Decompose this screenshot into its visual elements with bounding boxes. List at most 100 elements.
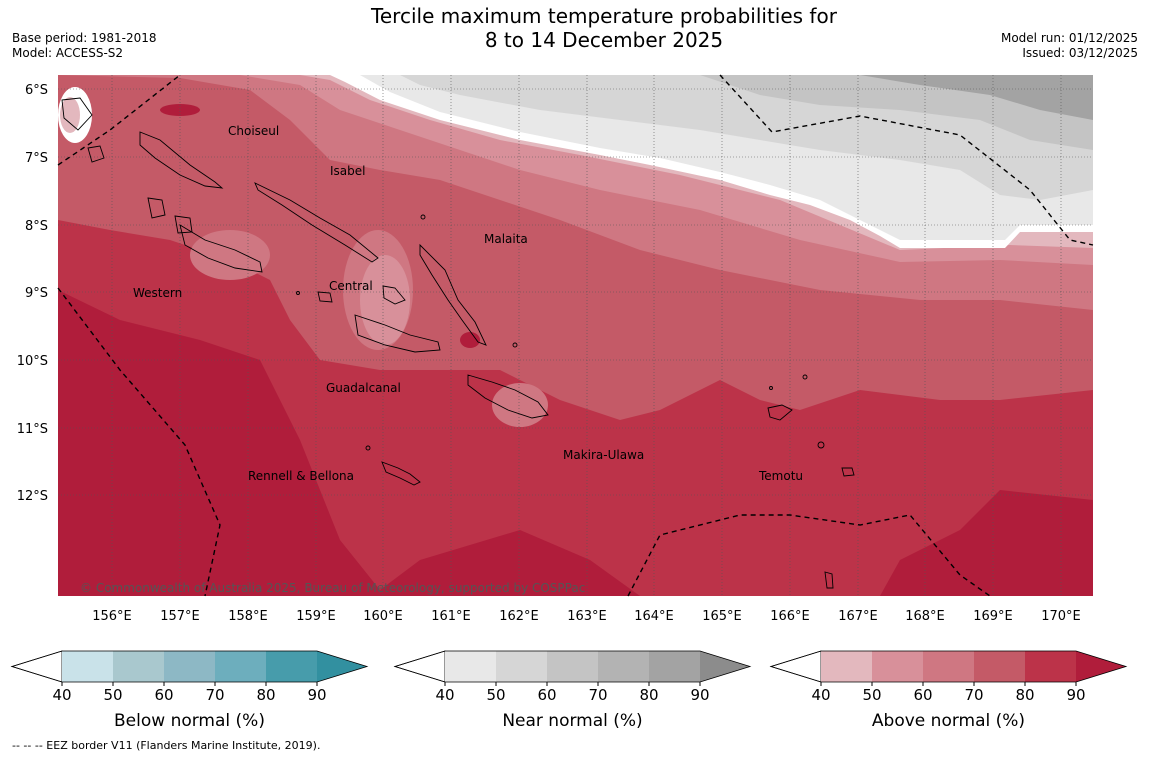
lat-tick-label: 7°S xyxy=(25,151,48,166)
colorbar-tick-label: 50 xyxy=(486,686,505,704)
lon-tick-label: 159°E xyxy=(296,609,336,624)
probability-field xyxy=(58,75,1093,596)
colorbar-tick-label: 90 xyxy=(690,686,709,704)
island-savo xyxy=(296,291,300,295)
island-new-georgia xyxy=(179,224,263,273)
lon-tick-label: 167°E xyxy=(838,609,878,624)
footnote-eez: -- -- -- EEZ border V11 (Flanders Marine… xyxy=(12,739,321,752)
title-line-1: Tercile maximum temperature probabilitie… xyxy=(371,4,837,28)
colorbar-tick-label: 70 xyxy=(205,686,224,704)
eez-border-south xyxy=(627,514,991,597)
island-russell xyxy=(317,291,333,303)
island-malaita xyxy=(419,243,487,346)
colorbar-below-normal: 40 50 60 70 80 90 Below normal (%) xyxy=(10,650,369,731)
lat-tick-label: 9°S xyxy=(25,286,48,301)
colorbar-tick-label: 60 xyxy=(154,686,173,704)
field-makira-70 xyxy=(492,383,548,427)
field-malaita-max xyxy=(460,332,480,348)
field-north-max xyxy=(160,104,200,116)
colorbar-segment xyxy=(1025,651,1076,682)
lon-tick-label: 160°E xyxy=(363,609,403,624)
island-rennell xyxy=(381,461,421,486)
lon-tick-label: 161°E xyxy=(431,609,471,624)
meta-right: Model run: 01/12/2025 Issued: 03/12/2025 xyxy=(1001,31,1138,61)
eez-border-west xyxy=(57,74,181,166)
colorbar-tick-label: 60 xyxy=(537,686,556,704)
island-guadalcanal xyxy=(354,314,441,353)
colorbar-tick-label: 70 xyxy=(964,686,983,704)
island-makira xyxy=(467,374,549,419)
lon-tick-label: 163°E xyxy=(567,609,607,624)
lat-tick-label: 12°S xyxy=(17,489,48,504)
field-central-60 xyxy=(360,255,410,345)
lat-tick-label: 6°S xyxy=(25,83,48,98)
region-label-temotu: Temotu xyxy=(758,469,803,483)
lon-tick-label: 165°E xyxy=(702,609,742,624)
colorbar-above-normal: 40 50 60 70 80 90 Above normal (%) xyxy=(769,650,1128,731)
field-western-70 xyxy=(190,230,270,280)
lon-tick-label: 157°E xyxy=(160,609,200,624)
colorbar-tick-label: 50 xyxy=(103,686,122,704)
eez-borders xyxy=(57,74,1094,597)
colorbar-tick-label: 70 xyxy=(588,686,607,704)
island-tikopia xyxy=(824,571,834,589)
colorbar-label: Above normal (%) xyxy=(872,711,1025,731)
colorbar-segment xyxy=(872,651,923,682)
island-duff xyxy=(802,374,808,380)
colorbar-segment xyxy=(445,651,496,682)
colorbar-extend-low xyxy=(10,650,63,683)
island-choiseul xyxy=(139,131,224,189)
longitude-axis: 156°E 157°E 158°E 159°E 160°E 161°E 162°… xyxy=(92,609,1081,624)
region-label-choiseul: Choiseul xyxy=(228,124,279,138)
island-kolombangara xyxy=(147,197,166,219)
colorbar-extend-high xyxy=(317,651,367,682)
island-santa-cruz xyxy=(767,404,793,421)
meta-left: Base period: 1981-2018 Model: ACCESS-S2 xyxy=(12,31,157,61)
colorbar-segment xyxy=(62,651,113,682)
colorbar-segment xyxy=(821,651,872,682)
lon-tick-label: 168°E xyxy=(905,609,945,624)
lon-tick-label: 170°E xyxy=(1041,609,1081,624)
island-shortland xyxy=(87,145,105,163)
model-run: Model run: 01/12/2025 xyxy=(1000,31,1138,45)
eez-border-southwest xyxy=(57,287,221,597)
colorbar-segment xyxy=(974,651,1025,682)
lat-tick-label: 11°S xyxy=(17,422,48,437)
colorbar-label: Below normal (%) xyxy=(114,711,265,731)
region-label-guadalcanal: Guadalcanal xyxy=(326,381,401,395)
colorbar-segment xyxy=(649,651,700,682)
region-label-makira-ulawa: Makira-Ulawa xyxy=(563,448,644,462)
colorbar-tick-label: 80 xyxy=(639,686,658,704)
colorbar-tick-label: 60 xyxy=(913,686,932,704)
island-vella xyxy=(174,215,193,234)
region-label-central: Central xyxy=(329,279,373,293)
island-nggela xyxy=(382,285,406,305)
colorbar-segment xyxy=(113,651,164,682)
colorbar-near-normal: 40 50 60 70 80 90 Near normal (%) xyxy=(393,650,752,731)
lon-tick-label: 169°E xyxy=(973,609,1013,624)
base-period: Base period: 1981-2018 xyxy=(12,31,157,45)
lat-tick-label: 10°S xyxy=(17,354,48,369)
colorbar-extend-low xyxy=(769,650,822,683)
colorbar-segment xyxy=(215,651,266,682)
colorbar-tick-label: 40 xyxy=(435,686,454,704)
colorbar-tick-label: 50 xyxy=(862,686,881,704)
colorbar-tick-label: 90 xyxy=(307,686,326,704)
colorbar-tick-label: 80 xyxy=(1015,686,1034,704)
island-reef xyxy=(769,386,773,390)
lon-tick-label: 164°E xyxy=(634,609,674,624)
colorbar-segment xyxy=(923,651,974,682)
model-name: Model: ACCESS-S2 xyxy=(12,46,124,60)
lon-tick-label: 156°E xyxy=(92,609,132,624)
colorbar-tick-label: 40 xyxy=(811,686,830,704)
region-label-western: Western xyxy=(133,286,182,300)
island-vanikoro xyxy=(841,467,855,477)
region-label-isabel: Isabel xyxy=(330,164,365,178)
colorbars: 40 50 60 70 80 90 Below normal (%) 40 50 60 70 80 9… xyxy=(10,650,1128,731)
title-line-2: 8 to 14 December 2025 xyxy=(484,28,724,52)
colorbar-tick-label: 90 xyxy=(1066,686,1085,704)
colorbar-segment xyxy=(598,651,649,682)
region-label-rennell-bellona: Rennell & Bellona xyxy=(248,469,354,483)
colorbar-tick-label: 80 xyxy=(256,686,275,704)
